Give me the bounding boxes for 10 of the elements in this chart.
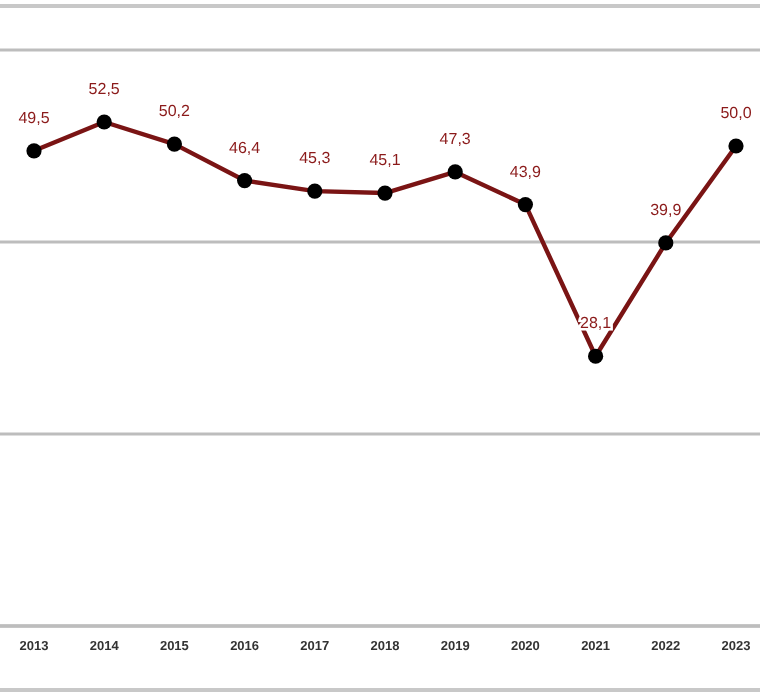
data-label: 50,2 [158,102,192,121]
data-label: 49,5 [18,108,51,127]
data-label: 45,3 [299,149,332,168]
data-label: 39,9 [650,200,683,219]
data-label: 52,5 [88,80,121,98]
data-label: 50,0 [720,104,753,122]
data-label: 45,1 [369,151,402,170]
data-label: 46,4 [229,138,262,157]
data-label: 47,3 [439,129,472,148]
data-label: 43,9 [509,162,543,181]
